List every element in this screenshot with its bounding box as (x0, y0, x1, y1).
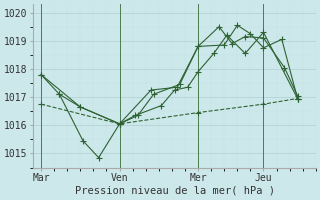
X-axis label: Pression niveau de la mer( hPa ): Pression niveau de la mer( hPa ) (75, 186, 275, 196)
